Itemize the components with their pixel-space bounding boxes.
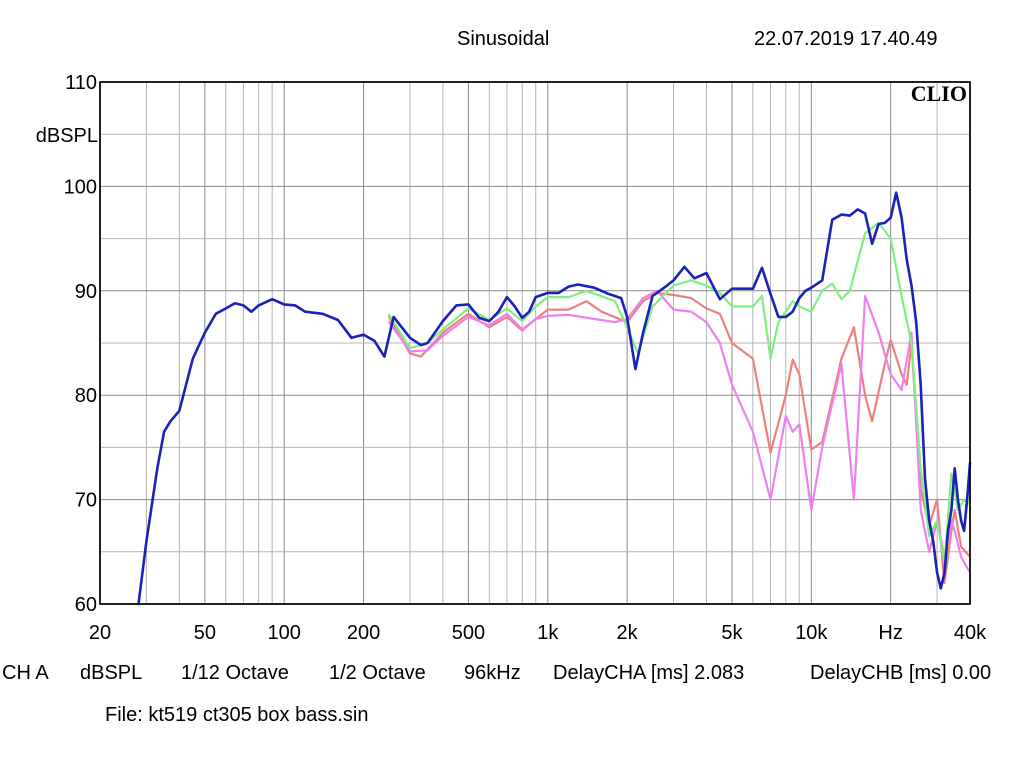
x-tick-label: 100 <box>268 622 301 644</box>
x-tick-label: 5k <box>721 622 743 644</box>
x-tick-label: 200 <box>347 622 380 644</box>
footer-resolution: 1/2 Octave <box>329 662 426 684</box>
y-tick-label: 60 <box>75 594 97 616</box>
series-line-4 <box>137 191 972 606</box>
x-tick-label: 500 <box>452 622 485 644</box>
footer-delay-cha: DelayCHA [ms] 2.083 <box>553 662 745 684</box>
timestamp: 22.07.2019 17.40.49 <box>754 28 938 50</box>
series-group <box>137 191 972 606</box>
footer-file: File: kt519 ct305 box bass.sin <box>105 704 369 726</box>
x-tick-label: 40k <box>954 622 987 644</box>
y-tick-label: 110 <box>65 72 97 94</box>
y-tick-label: 100 <box>64 176 97 198</box>
footer-unit: dBSPL <box>80 662 143 684</box>
x-tick-label: 2k <box>617 622 639 644</box>
x-tick-labels: 20 50 100 200 500 1k 2k 5k 10k Hz 40k <box>89 622 987 644</box>
grid <box>100 82 970 604</box>
x-tick-label: 20 <box>89 622 111 644</box>
x-tick-label: 10k <box>795 622 828 644</box>
y-axis-label: dBSPL <box>36 125 98 147</box>
footer-delay-chb: DelayCHB [ms] 0.00 <box>810 662 992 684</box>
series-line-3 <box>388 221 972 564</box>
footer-smoothing: 1/12 Octave <box>181 662 289 684</box>
y-tick-label: 80 <box>75 385 97 407</box>
y-tick-label: 70 <box>75 490 97 512</box>
footer-channel: CH A <box>2 662 49 684</box>
mode-label: Sinusoidal <box>457 28 550 50</box>
x-tick-label: 50 <box>194 622 216 644</box>
series-line-2 <box>388 289 972 574</box>
x-tick-label: 1k <box>537 622 559 644</box>
y-tick-labels: 60 70 80 90 100 110 <box>64 72 97 616</box>
y-tick-label: 90 <box>75 281 97 303</box>
x-tick-label: Hz <box>878 622 902 644</box>
brand-logo: CLIO <box>911 81 967 106</box>
footer-sample-rate: 96kHz <box>464 662 521 684</box>
